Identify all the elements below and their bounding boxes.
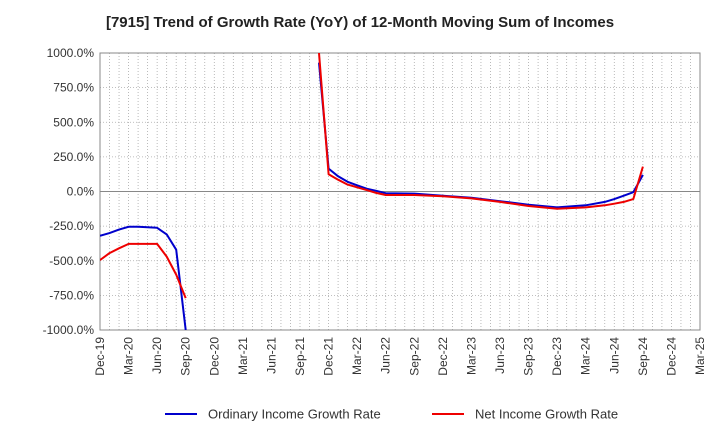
x-tick-label: Sep-23: [522, 337, 536, 376]
series-line: [318, 53, 644, 210]
x-tick-label: Mar-23: [464, 337, 478, 375]
y-tick-label: 250.0%: [53, 150, 94, 164]
legend-label: Net Income Growth Rate: [475, 407, 618, 422]
y-tick-label: 500.0%: [53, 115, 94, 129]
y-tick-label: -1000.0%: [43, 323, 95, 337]
x-tick-label: Mar-25: [693, 337, 707, 375]
y-tick-label: -500.0%: [49, 254, 94, 268]
x-tick-label: Sep-21: [293, 337, 307, 376]
x-tick-label: Dec-21: [322, 337, 336, 376]
x-tick-label: Sep-24: [636, 337, 650, 376]
plot-frame: [99, 52, 701, 331]
y-tick-label: 1000.0%: [47, 46, 95, 60]
x-tick-label: Dec-23: [550, 337, 564, 376]
x-tick-label: Jun-20: [150, 337, 164, 374]
x-tick-label: Jun-23: [493, 337, 507, 374]
y-tick-label: -250.0%: [49, 219, 94, 233]
x-tick-label: Dec-20: [207, 337, 221, 376]
x-tick-label: Sep-20: [179, 337, 193, 376]
x-tick-label: Mar-20: [122, 337, 136, 375]
x-tick-label: Dec-22: [436, 337, 450, 376]
y-tick-label: 0.0%: [67, 185, 95, 199]
chart-title: [7915] Trend of Growth Rate (YoY) of 12-…: [105, 14, 615, 31]
series-line: [100, 225, 187, 330]
series-line: [100, 242, 187, 299]
x-tick-label: Mar-21: [236, 337, 250, 375]
x-tick-label: Mar-22: [350, 337, 364, 375]
x-tick-label: Sep-22: [407, 337, 421, 376]
x-tick-label: Dec-19: [93, 337, 107, 376]
legend-label: Ordinary Income Growth Rate: [208, 407, 381, 422]
x-tick-label: Dec-24: [664, 337, 678, 376]
y-tick-label: 750.0%: [53, 81, 94, 95]
x-tick-label: Jun-22: [379, 337, 393, 374]
y-tick-label: -750.0%: [49, 288, 94, 302]
x-tick-label: Mar-24: [579, 337, 593, 375]
x-tick-label: Jun-21: [264, 337, 278, 374]
x-tick-label: Jun-24: [607, 337, 621, 374]
